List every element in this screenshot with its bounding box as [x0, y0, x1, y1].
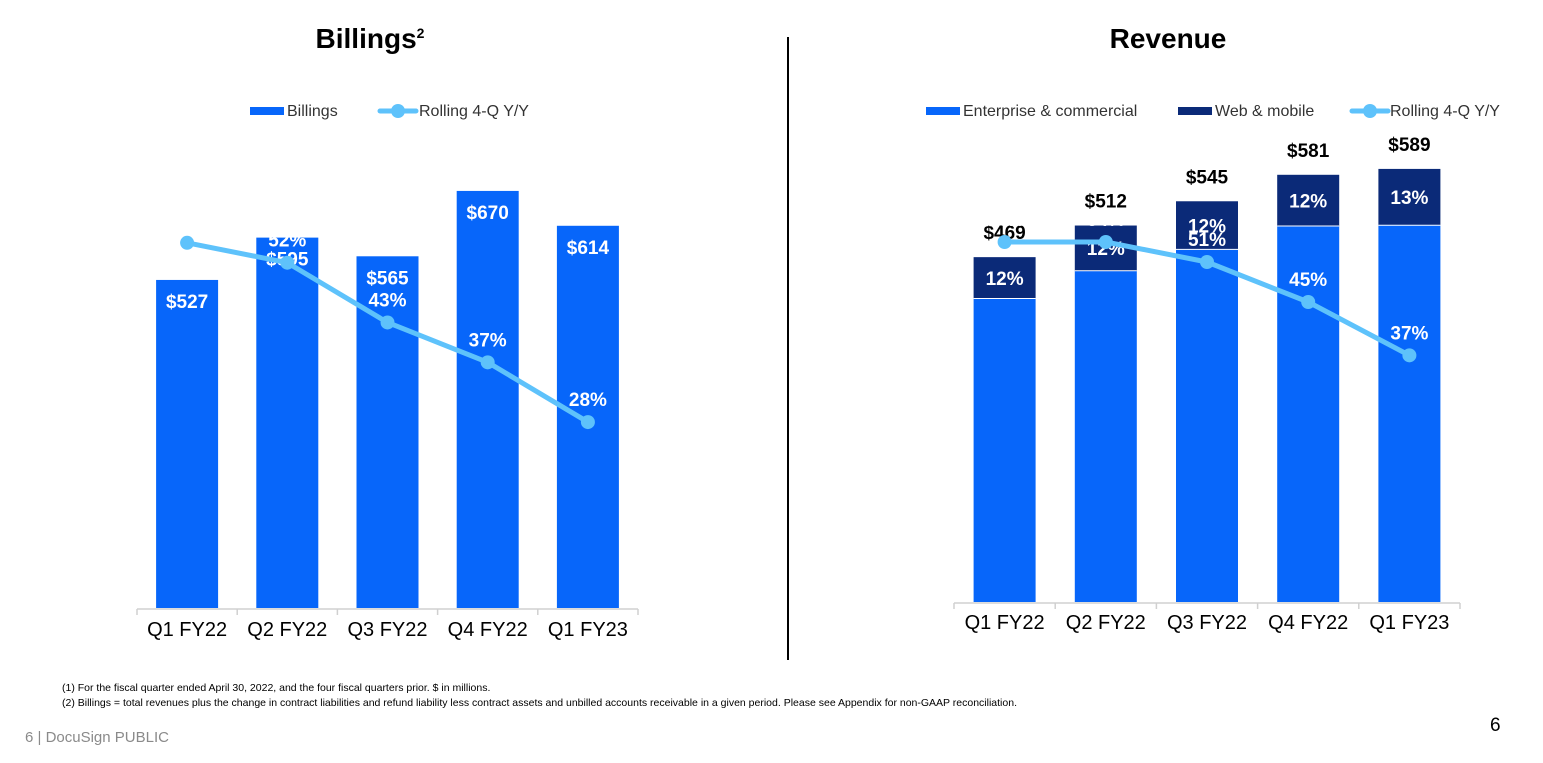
- billings-bar: [156, 279, 219, 608]
- billings-bar-label: $670: [467, 203, 509, 224]
- revenue-bar-web: [1176, 201, 1238, 250]
- revenue-web-share-label: 13%: [1390, 188, 1428, 209]
- legend-swatch-billings: [250, 107, 284, 115]
- revenue-bar-enterprise: [1074, 270, 1137, 602]
- revenue-bar-web: [1378, 168, 1441, 226]
- revenue-rolling-point: [1098, 235, 1113, 249]
- billings-rolling-label: 52%: [268, 231, 306, 252]
- billings-rolling-point: [380, 315, 395, 330]
- revenue-x-tick-label: Q3 FY22: [1167, 612, 1247, 634]
- revenue-bar-enterprise: [973, 298, 1036, 602]
- billings-x-tick-label: Q1 FY23: [548, 619, 628, 641]
- revenue-total-label: $512: [1085, 192, 1127, 213]
- revenue-total-label: $581: [1287, 141, 1330, 162]
- revenue-rolling-label: 45%: [1289, 270, 1327, 291]
- revenue-rolling-label: 54%: [1087, 210, 1125, 231]
- revenue-rolling-label: 54%: [986, 210, 1024, 231]
- revenue-rolling-point: [1402, 348, 1417, 363]
- billings-bar: [456, 190, 519, 609]
- revenue-bar-web: [973, 257, 1036, 299]
- revenue-bar-enterprise: [1176, 249, 1238, 602]
- legend-label-web: Web & mobile: [1215, 103, 1314, 120]
- revenue-x-tick-label: Q2 FY22: [1066, 612, 1146, 634]
- revenue-x-tick-label: Q1 FY23: [1369, 612, 1449, 634]
- revenue-x-tick-label: Q1 FY22: [965, 612, 1045, 634]
- legend-label-rolling: Rolling 4-Q Y/Y: [1390, 103, 1500, 120]
- billings-x-tick-label: Q1 FY22: [147, 619, 227, 641]
- billings-rolling-point: [580, 415, 595, 430]
- billings-rolling-label: 37%: [469, 330, 507, 351]
- billings-bar-label: $614: [567, 238, 610, 259]
- revenue-total-label: $469: [983, 223, 1025, 244]
- revenue-x-tick-label: Q4 FY22: [1268, 612, 1348, 634]
- revenue-total-label: $545: [1186, 167, 1229, 188]
- revenue-bar-enterprise: [1277, 226, 1340, 602]
- page-number: 6: [1490, 715, 1501, 736]
- legend-swatch-enterprise: [926, 107, 960, 115]
- revenue-web-share-label: 12%: [1188, 216, 1226, 237]
- revenue-title: Revenue: [1110, 23, 1227, 54]
- footer-brand: 6 | DocuSign PUBLIC: [25, 729, 169, 746]
- billings-rolling-point: [480, 355, 495, 370]
- legend-label-enterprise: Enterprise & commercial: [963, 103, 1137, 120]
- revenue-bar-enterprise: [1378, 225, 1441, 602]
- billings-rolling-label: 43%: [368, 290, 406, 311]
- billings-rolling-label: 55%: [168, 211, 206, 232]
- revenue-total-label: $589: [1388, 135, 1430, 156]
- revenue-web-share-label: 12%: [1289, 191, 1327, 212]
- revenue-chart: Revenue Enterprise & commercial Web & mobi…: [926, 23, 1500, 634]
- revenue-web-share-label: 12%: [986, 269, 1024, 290]
- billings-bar-label: $565: [366, 268, 409, 289]
- revenue-rolling-point: [997, 235, 1012, 249]
- legend-label-billings: Billings: [287, 103, 338, 120]
- legend-dot-rolling: [1363, 104, 1377, 118]
- billings-title: Billings2: [316, 23, 425, 54]
- billings-bar: [256, 237, 319, 609]
- footnote-1: (1) For the fiscal quarter ended April 3…: [62, 682, 491, 694]
- billings-bar: [356, 256, 419, 608]
- revenue-rolling-point: [1301, 295, 1316, 309]
- revenue-rolling-point: [1200, 255, 1214, 269]
- revenue-bar-web: [1277, 174, 1340, 227]
- billings-x-tick-label: Q4 FY22: [448, 619, 528, 641]
- legend-label-rolling: Rolling 4-Q Y/Y: [419, 103, 529, 120]
- billings-x-tick-label: Q2 FY22: [247, 619, 327, 641]
- billings-rolling-label: 28%: [569, 390, 607, 411]
- billings-rolling-point: [180, 235, 195, 250]
- billings-bar-label: $527: [166, 292, 208, 313]
- legend-dot-rolling: [391, 104, 405, 118]
- footnote-2: (2) Billings = total revenues plus the c…: [62, 697, 1017, 709]
- billings-rolling-point: [280, 255, 295, 270]
- billings-x-tick-label: Q3 FY22: [347, 619, 427, 641]
- legend-swatch-web: [1178, 107, 1212, 115]
- revenue-rolling-label: 51%: [1188, 230, 1226, 251]
- revenue-rolling-label: 37%: [1390, 323, 1428, 344]
